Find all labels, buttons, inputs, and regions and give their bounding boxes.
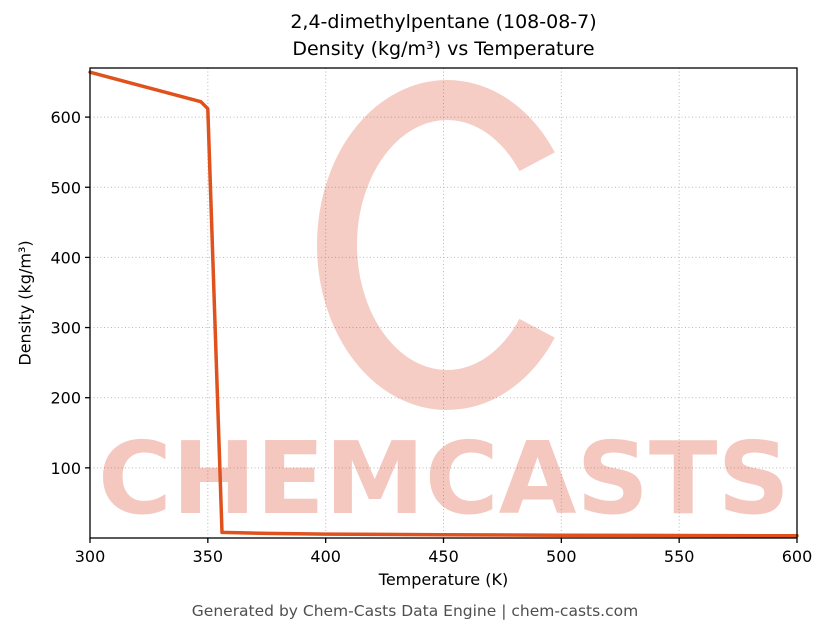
x-axis-tick-label: 350 bbox=[193, 547, 224, 566]
x-axis-tick-label: 600 bbox=[782, 547, 813, 566]
footer-credit: Generated by Chem-Casts Data Engine | ch… bbox=[191, 602, 639, 620]
x-axis-tick-label: 450 bbox=[428, 547, 459, 566]
series-line-density bbox=[88, 70, 799, 538]
chemcasts-logo-ring-icon bbox=[317, 80, 555, 410]
x-axis-label: Temperature (K) bbox=[378, 570, 509, 589]
series-layer bbox=[88, 70, 799, 538]
x-axis-tick-label: 500 bbox=[546, 547, 577, 566]
y-axis-tick-label: 200 bbox=[50, 389, 81, 408]
x-axis-tick-label: 550 bbox=[664, 547, 695, 566]
y-axis-tick-label: 300 bbox=[50, 319, 81, 338]
y-axis-tick-label: 400 bbox=[50, 248, 81, 267]
chemcasts-watermark-text: CHEMCASTS bbox=[98, 420, 790, 537]
axis-layer: 300 350 400 450 500 550 600 100 200 300 400 500 600 bbox=[50, 67, 813, 566]
y-axis-label: Density (kg/m³) bbox=[15, 240, 35, 366]
chart-title-line2: Density (kg/m³) vs Temperature bbox=[292, 38, 595, 60]
y-axis-tick-label: 500 bbox=[50, 178, 81, 197]
chemcasts-watermark: CHEMCASTS bbox=[98, 80, 790, 537]
x-axis-tick-label: 300 bbox=[75, 547, 106, 566]
chart-title: 2,4-dimethylpentane (108-08-7) Density (… bbox=[90, 9, 797, 63]
y-axis-tick-label: 600 bbox=[50, 108, 81, 127]
chart-title-line1: 2,4-dimethylpentane (108-08-7) bbox=[290, 11, 597, 33]
x-axis-tick-label: 400 bbox=[310, 547, 341, 566]
y-axis-tick-label: 100 bbox=[50, 459, 81, 478]
